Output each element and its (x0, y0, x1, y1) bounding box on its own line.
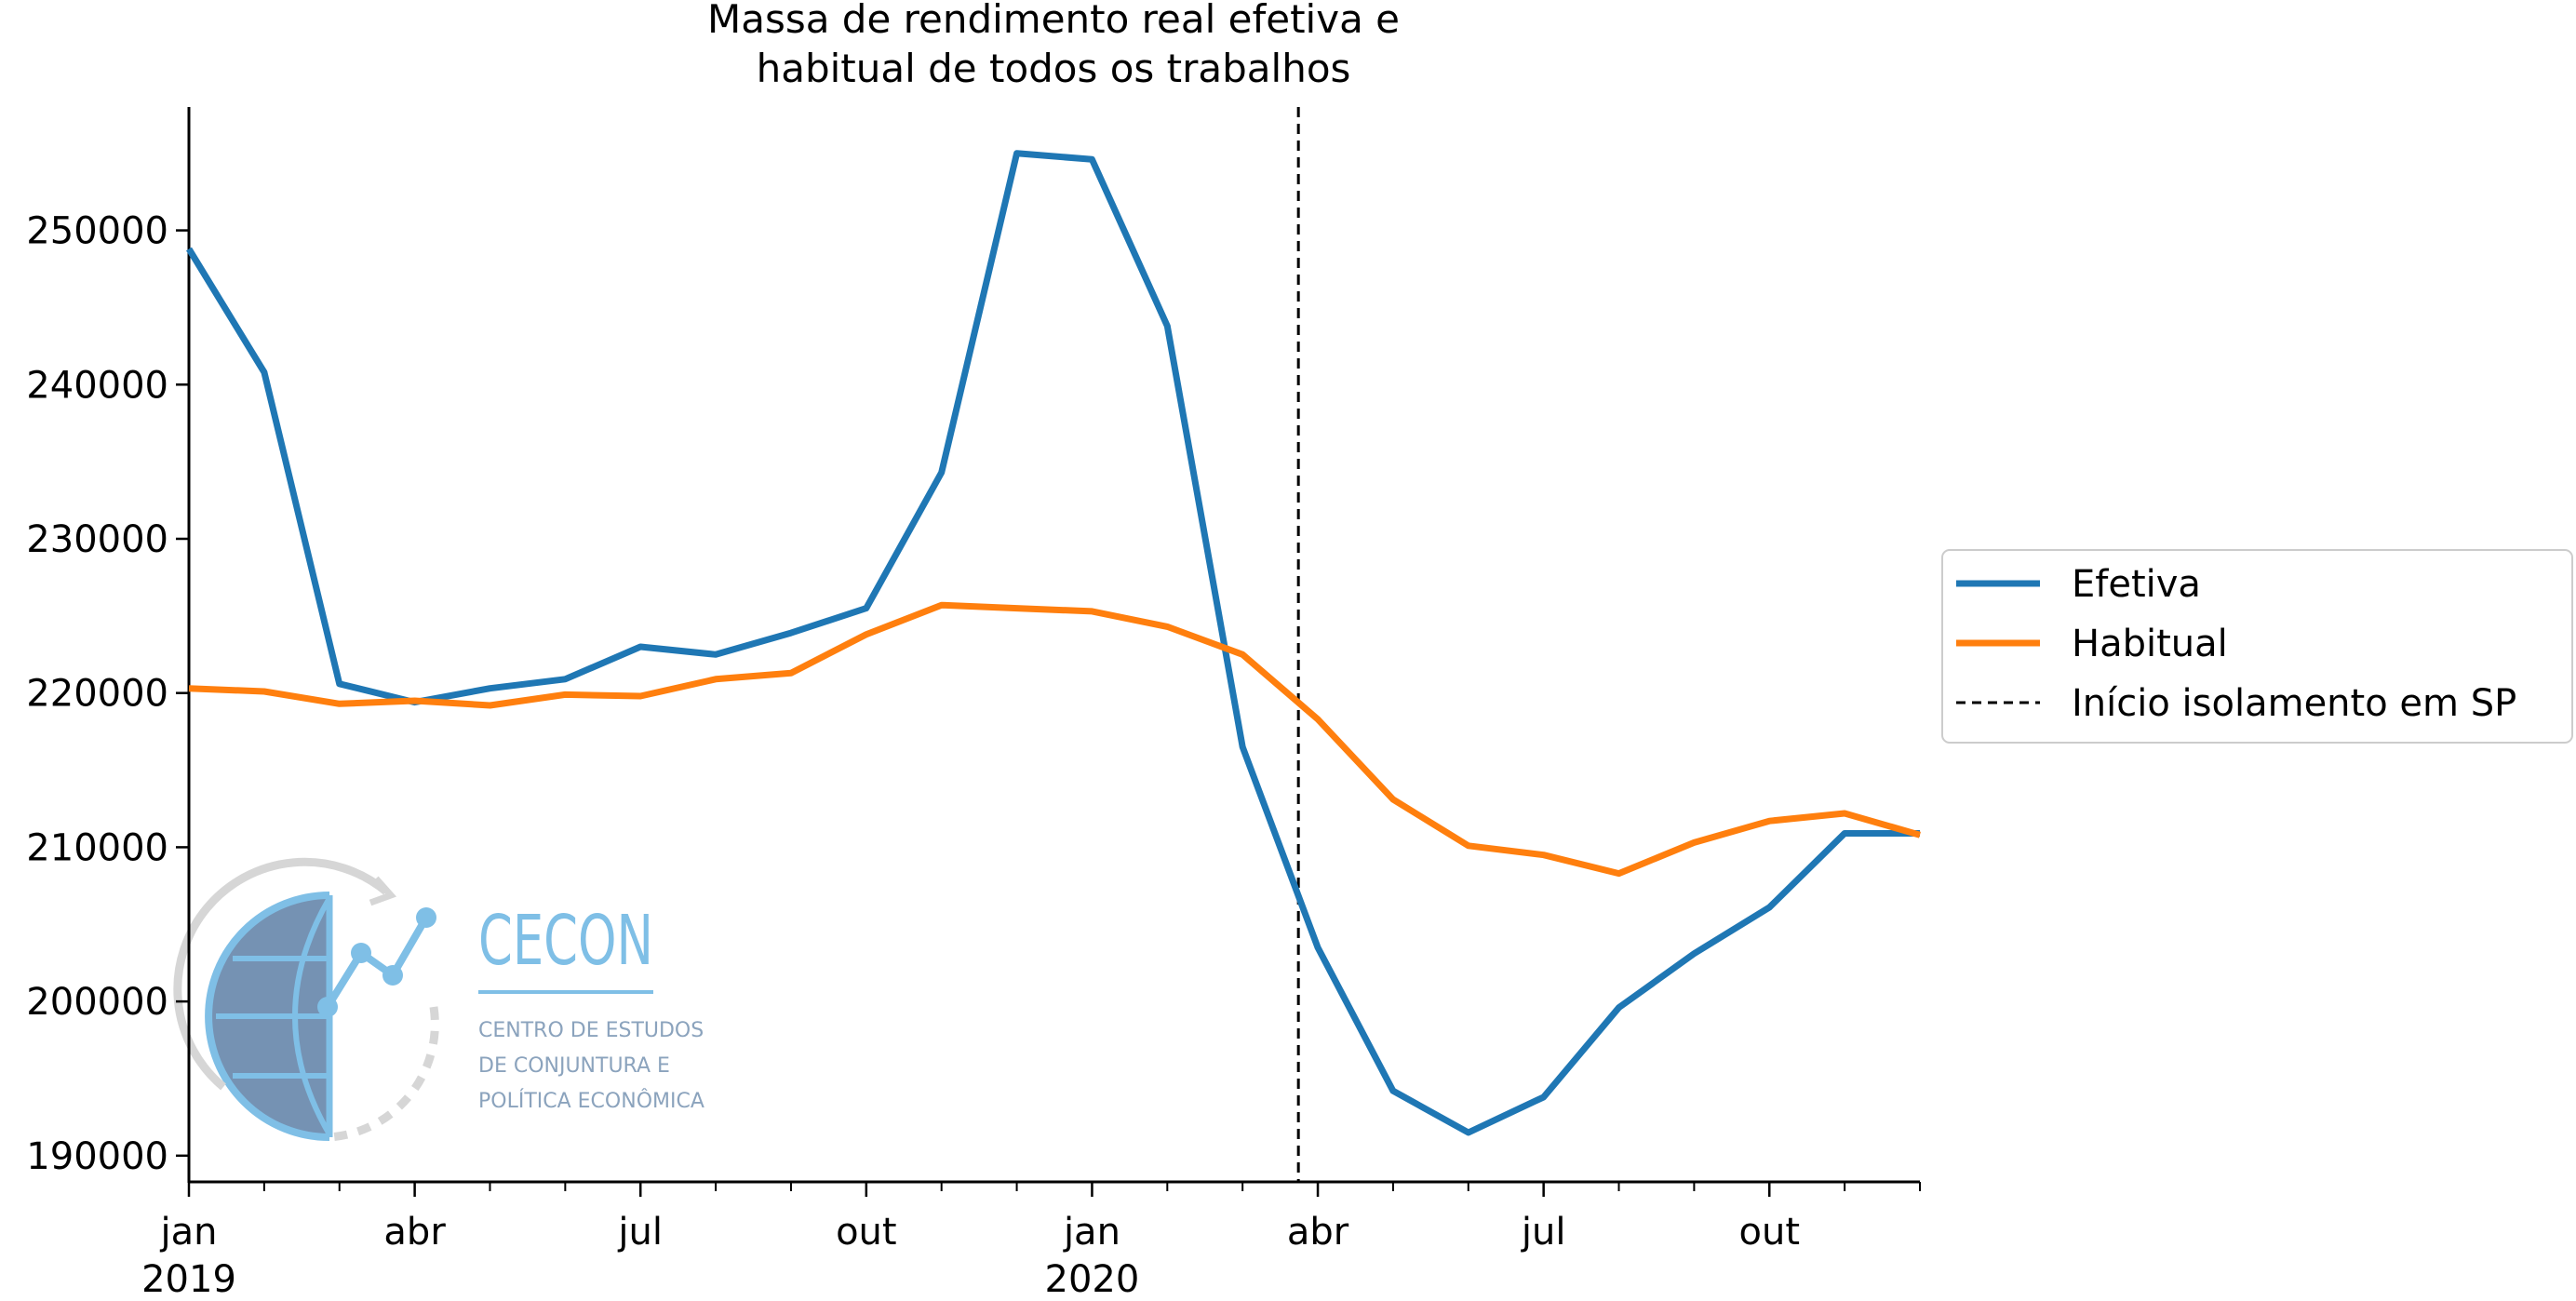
logo-trend-point (382, 965, 403, 986)
chart-title-line-1: Massa de rendimento real efetiva e (707, 0, 1400, 42)
plot-area: 190000 200000 210000 220000 230000 240000 2500… (26, 107, 1921, 1301)
logo-trend-point (351, 943, 371, 963)
logo-dashed-arc (329, 1006, 439, 1142)
x-tick-label: jul (617, 1211, 663, 1254)
legend-label-efetiva: Efetiva (2072, 563, 2201, 606)
series-line-habitual (188, 601, 1921, 878)
x-tick-label: out (836, 1211, 897, 1254)
y-tick-label: 240000 (26, 364, 168, 407)
x-tick-year-label: 2019 (141, 1258, 236, 1301)
chart-title-line-2: habitual de todos os trabalhos (757, 46, 1351, 91)
cecon-logo: CECON CENTRO DE ESTUDOS DE CONJUNTURA E … (173, 857, 704, 1142)
logo-arrow-head (369, 876, 397, 906)
y-tick-label: 230000 (26, 518, 168, 561)
logo-trend-line (324, 915, 430, 1010)
x-tick-label: jan (160, 1211, 218, 1254)
logo-subtitle-line-3: POLÍTICA ECONÔMICA (478, 1089, 704, 1113)
x-tick-label: out (1739, 1211, 1801, 1254)
legend-label-isolamento: Início isolamento em SP (2072, 682, 2516, 725)
legend: Efetiva Habitual Início isolamento em SP (1941, 549, 2573, 744)
chart-title: Massa de rendimento real efetiva e habit… (707, 0, 1400, 91)
x-tick-label: abr (1287, 1211, 1349, 1254)
y-tick-label: 200000 (26, 981, 168, 1024)
logo-trend-point (416, 907, 436, 928)
logo-subtitle-line-1: CENTRO DE ESTUDOS (478, 1019, 704, 1042)
logo-trend-point (317, 997, 338, 1017)
legend-frame (1941, 549, 2573, 744)
x-tick-label: jul (1521, 1211, 1566, 1254)
logo-name: CECON (478, 901, 653, 981)
x-tick-year-label: 2020 (1045, 1258, 1140, 1301)
x-tick-label: jan (1063, 1211, 1120, 1254)
y-tick-label: 250000 (26, 210, 168, 253)
legend-label-habitual: Habitual (2072, 623, 2228, 665)
x-tick-label: abr (383, 1211, 446, 1254)
logo-subtitle-line-2: DE CONJUNTURA E (478, 1054, 670, 1078)
y-tick-label: 220000 (26, 673, 168, 716)
y-tick-label: 190000 (26, 1135, 168, 1178)
logo-globe-outline (205, 892, 330, 1141)
series-line-efetiva (186, 150, 1920, 1136)
y-tick-label: 210000 (26, 826, 168, 869)
